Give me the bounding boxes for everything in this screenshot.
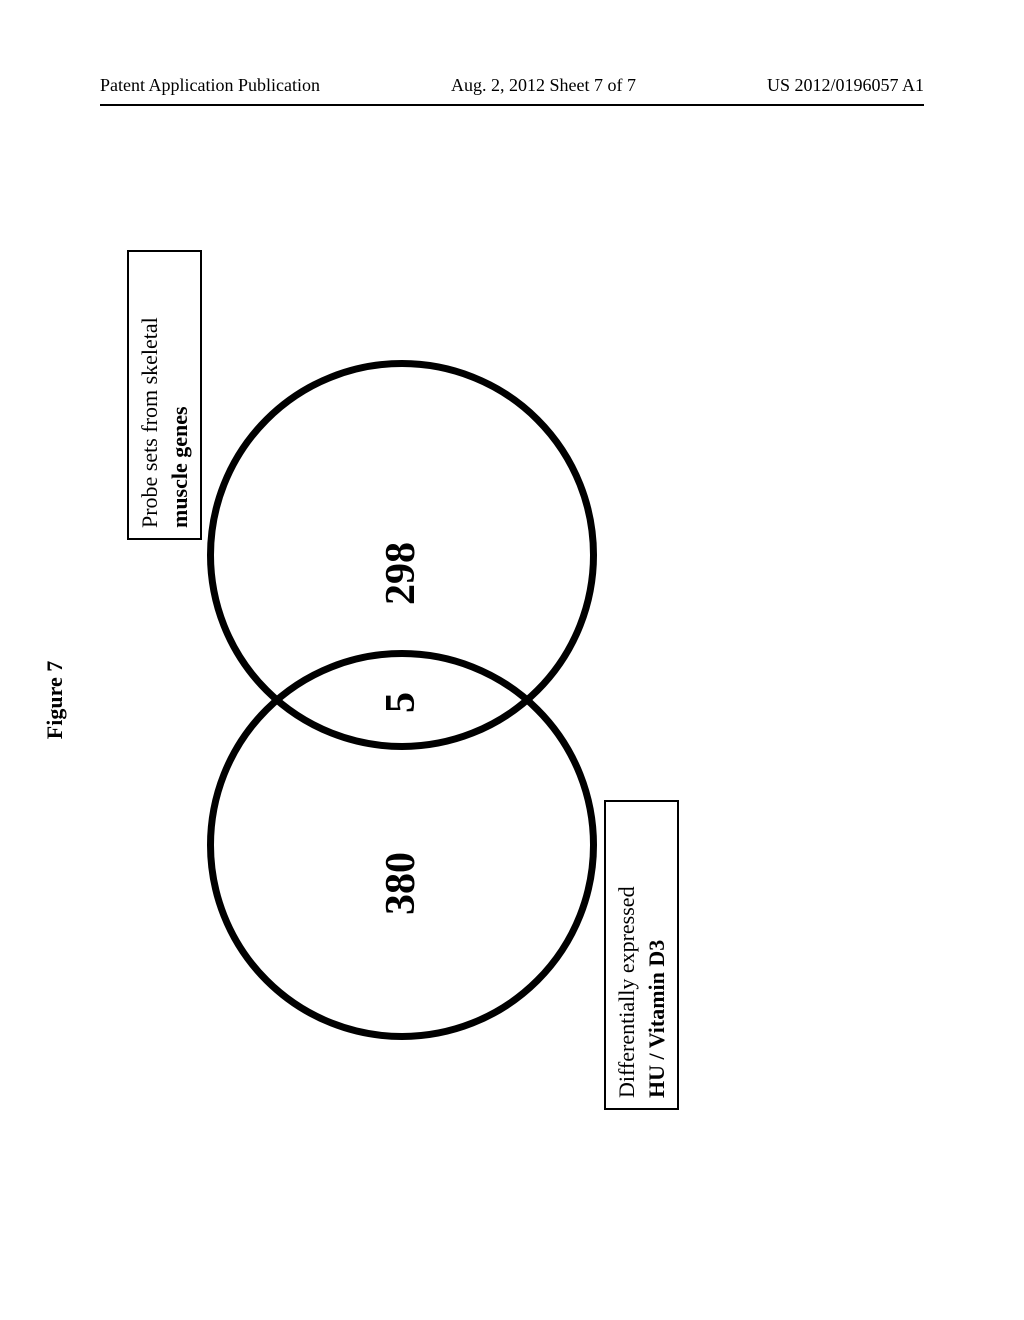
label-box-left: Differentially expressed HU / Vitamin D3 [604,800,679,1110]
venn-value-right: 298 [377,542,425,605]
label-left-line2: HU / Vitamin D3 [642,812,672,1098]
venn-value-intersection: 5 [377,692,425,713]
venn-value-left: 380 [377,852,425,915]
page-header: Patent Application Publication Aug. 2, 2… [0,75,1024,96]
venn-diagram: 380 5 298 Differentially expressed HU / … [192,350,612,1050]
header-divider [100,104,924,106]
header-publication-number: US 2012/0196057 A1 [767,75,924,96]
figure-area: Figure 7 380 5 298 Differentially expres… [12,288,1012,1112]
figure-title: Figure 7 [42,661,68,739]
label-right-line1: Probe sets from skeletal [135,262,165,528]
header-publication-type: Patent Application Publication [100,75,320,96]
label-left-line1: Differentially expressed [612,812,642,1098]
label-box-right: Probe sets from skeletal muscle genes [127,250,202,540]
header-date-sheet: Aug. 2, 2012 Sheet 7 of 7 [451,75,636,96]
label-right-line2: muscle genes [165,262,195,528]
